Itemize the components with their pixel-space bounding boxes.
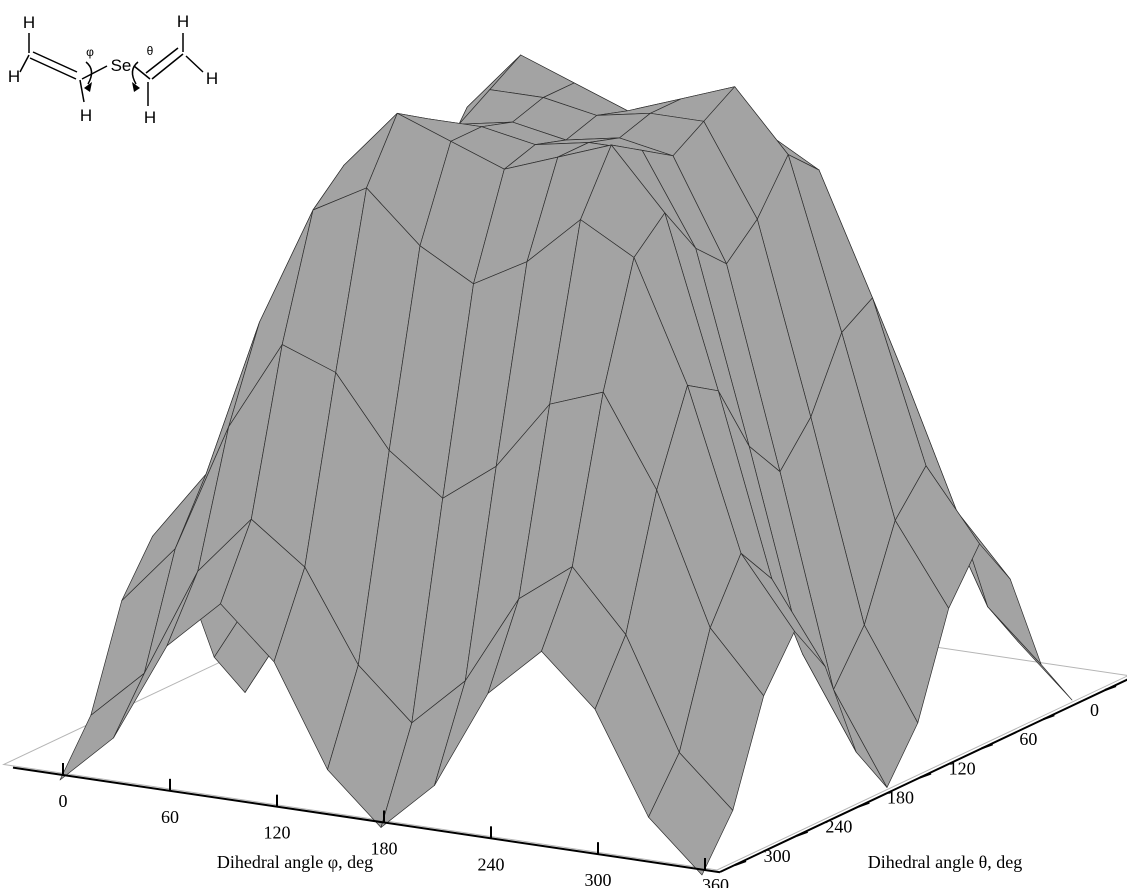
y-tick-label: 60 bbox=[1019, 729, 1037, 749]
surface-patch bbox=[648, 752, 734, 876]
y-tick-label: 0 bbox=[1090, 700, 1099, 720]
y-tick-label: 120 bbox=[949, 758, 976, 778]
x-tick-label: 60 bbox=[161, 807, 179, 827]
atom-label: H bbox=[177, 12, 189, 31]
y-tick-label: 180 bbox=[887, 788, 914, 808]
y-tick bbox=[1104, 685, 1117, 691]
x-tick-label: 360 bbox=[692, 886, 719, 888]
x-axis-label: Dihedral angle φ, deg bbox=[217, 852, 373, 872]
y-tick-label: 300 bbox=[764, 846, 791, 866]
surface bbox=[59, 54, 1073, 876]
atom-label: H bbox=[8, 67, 20, 86]
axes: 0 60 120 180 240 300 360 0 60 120 180 240 300 360 bbox=[12, 678, 1127, 888]
y-tick bbox=[734, 860, 747, 866]
x-tick-label: 0 bbox=[59, 791, 68, 811]
x-axis-line bbox=[12, 766, 721, 874]
y-tick bbox=[1042, 714, 1055, 721]
atom-label: H bbox=[206, 69, 218, 88]
x-tick-label: 120 bbox=[264, 823, 291, 843]
x-tick-label: 300 bbox=[585, 870, 612, 888]
atom-label: H bbox=[23, 13, 35, 32]
x-tick-label: 240 bbox=[478, 854, 505, 874]
atom-label: H bbox=[144, 108, 156, 127]
atom-label: Se bbox=[111, 56, 132, 75]
molecule-labels: H H H φ Se θ H H H bbox=[8, 12, 218, 127]
y-axis-label: Dihedral angle θ, deg bbox=[868, 852, 1023, 872]
y-tick bbox=[796, 830, 809, 837]
angle-label: φ bbox=[86, 45, 94, 59]
y-tick-label: 360 bbox=[702, 875, 729, 888]
y-tick bbox=[857, 801, 870, 808]
y-tick-label: 240 bbox=[825, 817, 852, 837]
angle-label: θ bbox=[147, 44, 154, 58]
x-tick-label: 180 bbox=[371, 839, 398, 859]
y-tick bbox=[981, 743, 994, 750]
atom-label: H bbox=[80, 106, 92, 125]
y-tick bbox=[919, 772, 932, 779]
molecule bbox=[19, 33, 204, 106]
